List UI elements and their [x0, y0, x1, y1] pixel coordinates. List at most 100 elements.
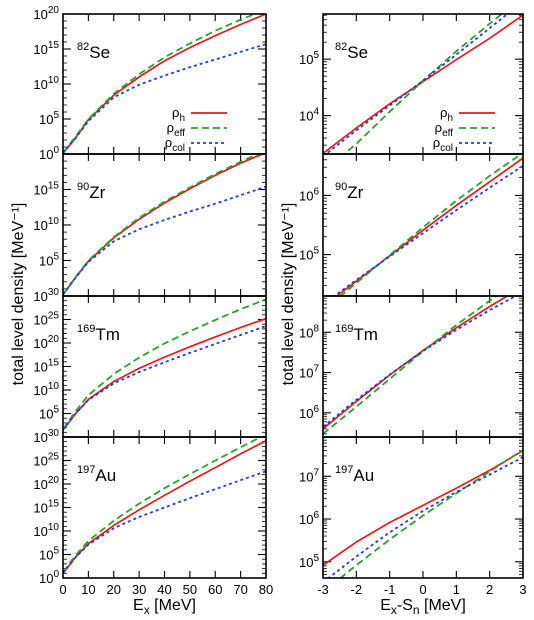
series-col-line	[324, 14, 509, 154]
y-tick-label: 1030	[33, 428, 59, 445]
series-eff-line	[323, 296, 499, 435]
x-axis-label-right: Ex-Sn [MeV]	[380, 597, 466, 617]
x-tick-label: 1	[453, 582, 460, 597]
x-tick-label: 50	[183, 582, 197, 597]
panel-frame	[322, 295, 524, 438]
legend-label-h: ρh	[172, 105, 185, 124]
x-tick-label: 10	[81, 582, 95, 597]
series-h-line	[63, 440, 266, 574]
panel-frame	[62, 295, 267, 438]
nucleus-label: 169Tm	[335, 323, 378, 344]
y-tick-label: 106	[299, 404, 319, 421]
series-h-line	[63, 317, 266, 431]
series-col-line	[63, 185, 266, 296]
series-h-line	[323, 296, 510, 430]
panel-zr-left: 105 1010 1015 90Zr	[33, 153, 267, 297]
nucleus-label: 82Se	[77, 41, 110, 62]
series-eff-line	[342, 14, 504, 154]
y-axis-label-left: total level density [MeV⁻¹]	[10, 203, 27, 386]
legend-label-col: ρcol	[433, 135, 453, 154]
y-tick-label: 1025	[33, 311, 59, 328]
panel-frame	[322, 153, 524, 297]
panel-tm-left: 105 1010 1015 1020 1025 1030 169Tm	[33, 287, 267, 438]
y-tick-label: 1020	[33, 5, 59, 22]
y-tick-label: 1015	[33, 181, 59, 198]
y-tick-label: 107	[299, 467, 319, 484]
y-tick-label: 105	[39, 110, 59, 127]
series-col-line	[63, 325, 266, 431]
y-tick-label: 1015	[33, 358, 59, 375]
panel-zr-right: 105 106 90Zr	[299, 153, 524, 297]
x-tick-label: -1	[384, 582, 396, 597]
panel-frame	[62, 436, 267, 579]
series-h-line	[63, 154, 265, 296]
y-tick-label: 1025	[33, 452, 59, 469]
series-h-line	[63, 14, 266, 154]
y-tick-label: 105	[299, 553, 319, 570]
y-axis-label-right: total level density [MeV⁻¹]	[280, 203, 297, 386]
series-col-line	[63, 43, 266, 154]
y-tick-label: 1020	[33, 475, 59, 492]
y-tick-label: 1010	[33, 522, 59, 539]
series-h-line	[335, 157, 523, 296]
series-eff-line	[63, 154, 261, 296]
nucleus-label: 90Zr	[77, 181, 106, 202]
series-eff-line	[339, 449, 523, 578]
panel-frame	[62, 13, 267, 155]
legend-label-col: ρcol	[165, 135, 185, 154]
panel-frame	[322, 436, 524, 579]
x-tick-label: 80	[259, 582, 273, 597]
nucleus-label: 90Zr	[335, 181, 364, 202]
series-eff-line	[63, 437, 263, 573]
legend-label-h: ρh	[440, 105, 453, 124]
series-h-line	[323, 449, 523, 566]
y-tick-label: 107	[299, 364, 319, 381]
x-axis-label-left: Ex [MeV]	[133, 597, 196, 617]
y-tick-label: 106	[299, 510, 319, 527]
y-tick-label: 1010	[33, 381, 59, 398]
panel-frame	[62, 153, 267, 297]
y-tick-label: 104	[299, 107, 319, 124]
x-tick-label: 3	[519, 582, 526, 597]
series-eff-line	[63, 14, 258, 154]
panel-tm-right: 106 107 108 169Tm	[299, 295, 524, 438]
series-col-line	[323, 296, 518, 428]
y-tick-label: 105	[39, 405, 59, 422]
series-col-line	[63, 470, 266, 574]
x-tick-label: 0	[59, 582, 66, 597]
x-tick-label: 0	[419, 582, 426, 597]
y-tick-label: 100	[39, 569, 59, 586]
x-tick-label: 40	[157, 582, 171, 597]
series-eff-line	[339, 154, 523, 296]
y-tick-label: 1010	[33, 75, 59, 92]
y-tick-label: 106	[299, 186, 319, 203]
y-tick-label: 1010	[33, 216, 59, 233]
nucleus-label: 197Au	[335, 464, 374, 485]
panel-au-right: 105 106 107 -3 -2 -1 0 1 2 3 197Au	[299, 436, 527, 597]
y-tick-label: 105	[299, 246, 319, 263]
series-col-line	[332, 165, 523, 296]
y-tick-label: 1030	[33, 287, 59, 304]
y-tick-label: 1020	[33, 334, 59, 351]
y-tick-label: 100	[39, 145, 59, 162]
legend-label-eff: ρeff	[435, 120, 454, 139]
x-tick-label: 20	[107, 582, 121, 597]
nucleus-label: 197Au	[77, 464, 116, 485]
x-tick-label: 30	[132, 582, 146, 597]
series-eff-line	[63, 298, 266, 430]
legend-label-eff: ρeff	[167, 120, 186, 139]
y-tick-label: 1015	[33, 499, 59, 516]
y-tick-label: 105	[299, 50, 319, 67]
x-tick-label: -2	[351, 582, 363, 597]
y-tick-label: 108	[299, 323, 319, 340]
x-tick-label: 2	[486, 582, 493, 597]
y-tick-label: 105	[39, 546, 59, 563]
y-tick-label: 105	[39, 252, 59, 269]
nucleus-label: 169Tm	[77, 323, 120, 344]
y-tick-label: 1015	[33, 40, 59, 57]
x-tick-label: 70	[233, 582, 247, 597]
series-col-line	[327, 456, 523, 578]
